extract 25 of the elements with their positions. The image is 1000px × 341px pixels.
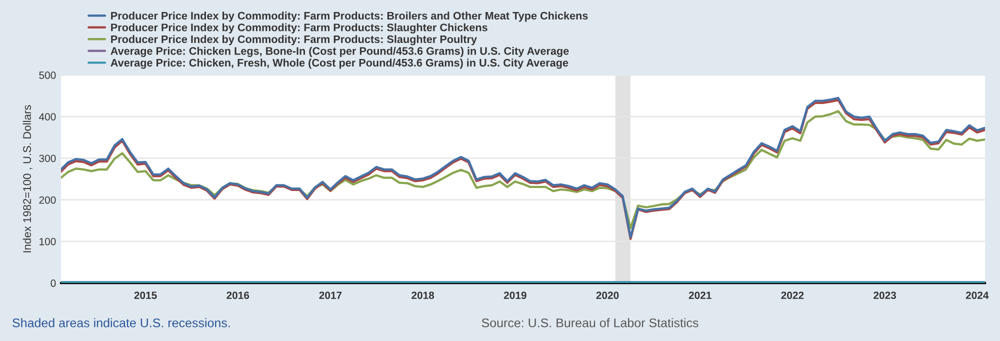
y-axis-title: Index 1982=100 , U.S. Dollars: [22, 105, 32, 252]
x-tick-label: 2021: [688, 292, 712, 300]
legend-label: Producer Price Index by Commodity: Farm Products: Slaughter Poultry: [111, 35, 477, 46]
y-tick-label: 500: [39, 72, 56, 79]
legend-label: Average Price: Chicken, Fresh, Whole (Cost per Pound/453.6 Grams) in U.S. City Average: [110, 58, 568, 69]
x-tick-label: 2015: [134, 292, 157, 300]
x-tick-label: 2017: [319, 292, 342, 300]
line-series: [61, 110, 985, 230]
source-note: Source: U.S. Bureau of Labor Statistics: [482, 318, 698, 328]
y-tick-label: 400: [39, 113, 56, 120]
x-tick-label: 2023: [874, 292, 896, 300]
x-tick-label: 2022: [781, 292, 804, 300]
legend-label: Average Price: Chicken Legs, Bone-In (Cost per Pound/453.6 Grams) in U.S. City Average: [110, 46, 569, 58]
x-tick-label: 2020: [596, 292, 619, 300]
y-tick-label: 0: [50, 280, 56, 287]
y-tick-label: 100: [40, 238, 56, 246]
x-tick-label: 2018: [412, 292, 434, 300]
legend-label: Producer Price Index by Commodity: Farm Products: Broilers and Other Meat Type Chickens: [111, 12, 588, 22]
text: Shaded areas indicate U.S. recessions.: [12, 318, 230, 328]
y-tick-label: 300: [39, 154, 56, 162]
x-tick-label: 2019: [504, 292, 526, 300]
x-tick-label: 2016: [226, 292, 250, 300]
y-tick-label: 200: [39, 196, 56, 204]
legend-label: Producer Price Index by Commodity: Farm Products: Slaughter Chickens: [111, 23, 488, 34]
x-tick-label: 2024: [966, 292, 989, 300]
